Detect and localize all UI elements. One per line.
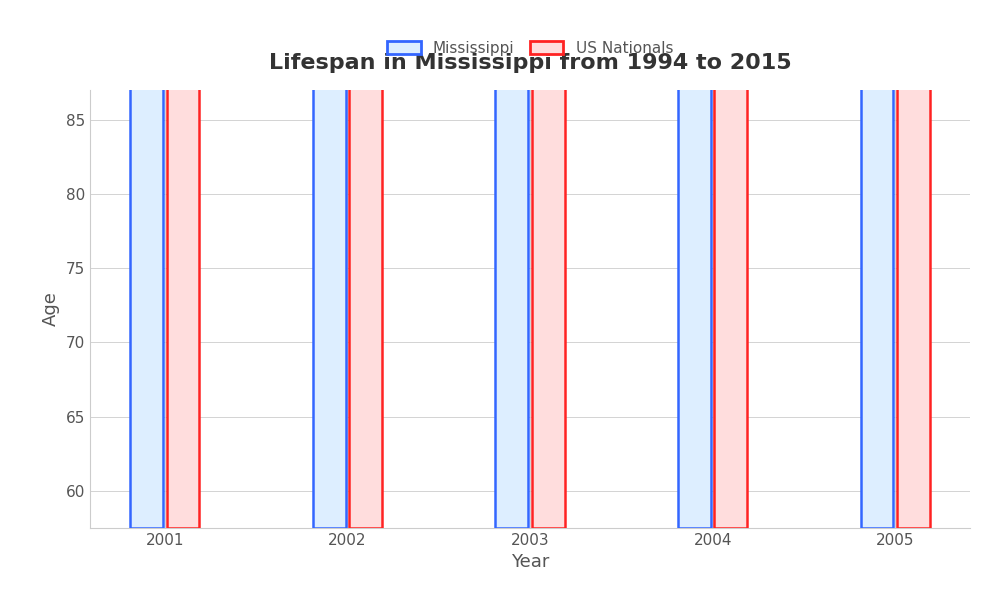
Bar <box>678 0 711 528</box>
Legend: Mississippi, US Nationals: Mississippi, US Nationals <box>387 41 673 56</box>
Bar <box>532 0 565 528</box>
Bar <box>495 0 528 528</box>
Bar <box>313 0 346 528</box>
Bar <box>167 0 199 528</box>
Bar <box>714 0 747 528</box>
Bar <box>897 0 930 528</box>
Bar <box>861 0 893 528</box>
Y-axis label: Age: Age <box>42 292 60 326</box>
Bar <box>349 0 382 528</box>
Title: Lifespan in Mississippi from 1994 to 2015: Lifespan in Mississippi from 1994 to 201… <box>269 53 791 73</box>
X-axis label: Year: Year <box>511 553 549 571</box>
Bar <box>130 0 163 528</box>
